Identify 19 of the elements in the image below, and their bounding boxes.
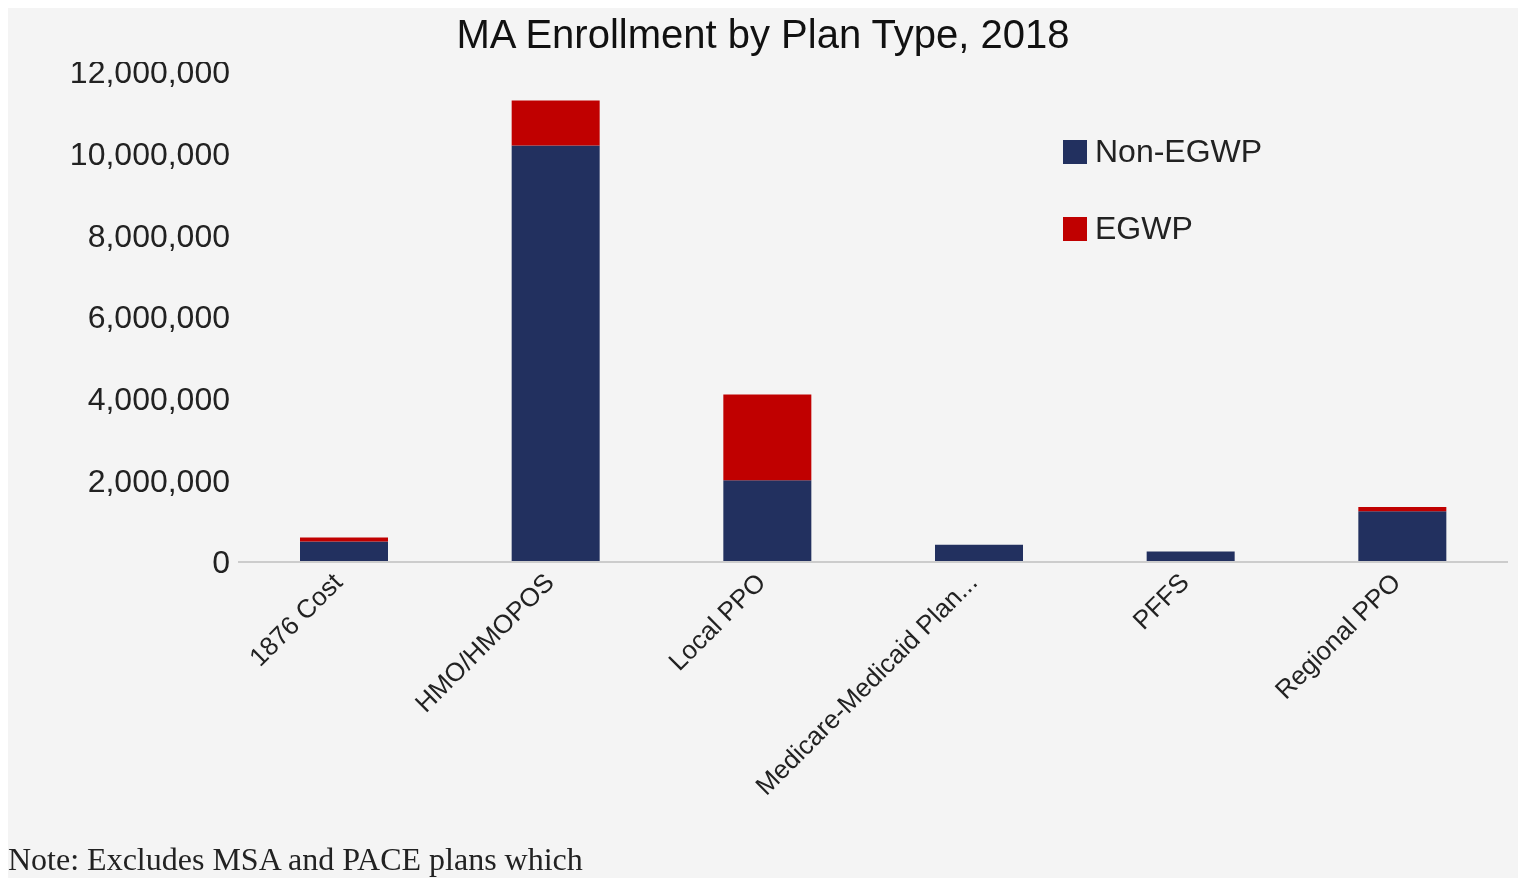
legend-label: EGWP — [1095, 210, 1193, 247]
y-tick-label: 6,000,000 — [87, 299, 230, 336]
bar — [300, 537, 388, 542]
bar — [1146, 551, 1235, 562]
y-tick-label: 10,000,000 — [69, 136, 230, 173]
bar — [511, 100, 600, 146]
y-tick-label: 8,000,000 — [87, 217, 230, 254]
y-tick-label: 2,000,000 — [87, 462, 230, 499]
y-tick-label: 4,000,000 — [87, 381, 230, 418]
bar — [723, 394, 812, 481]
bar — [723, 480, 812, 562]
bar — [511, 145, 600, 562]
bar — [1358, 511, 1447, 562]
chart-title: MA Enrollment by Plan Type, 2018 — [456, 12, 1070, 56]
bar — [935, 544, 1023, 562]
y-tick-label: 0 — [212, 544, 230, 581]
text: Note: Excludes MSA and PACE plans which — [8, 841, 583, 878]
bar — [300, 541, 388, 562]
legend-label: Non-EGWP — [1095, 133, 1263, 170]
